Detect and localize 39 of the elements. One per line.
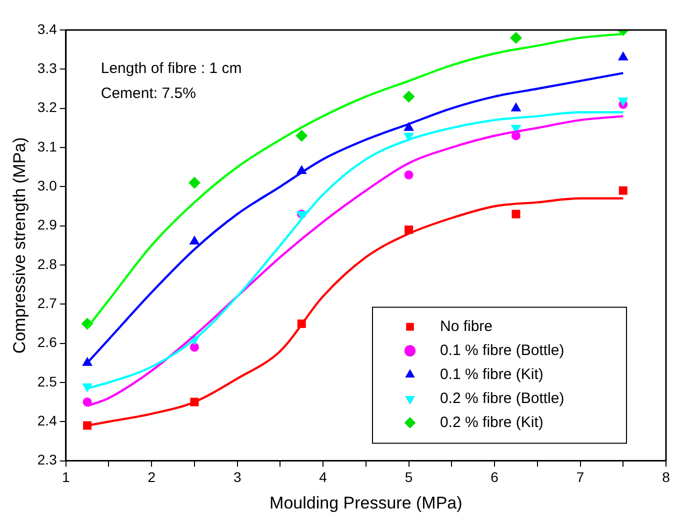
legend-label: 0.1 % fibre (Kit) [440, 366, 544, 383]
x-axis-title: Moulding Pressure (MPa) [270, 493, 462, 512]
point [404, 132, 414, 142]
point [190, 342, 199, 352]
point [404, 170, 414, 180]
annotation: Length of fibre : 1 cm [100, 60, 242, 77]
x-tick-label: 7 [576, 469, 584, 486]
y-tick-label: 3.3 [37, 60, 58, 76]
y-tick-label: 3.0 [37, 178, 58, 194]
point [402, 90, 415, 103]
y-tick-label: 2.8 [37, 256, 58, 272]
y-tick-label: 2.3 [37, 452, 58, 468]
y-tick-label: 2.9 [37, 216, 58, 233]
y-axis-title: Compressive strength (MPa) [10, 137, 29, 354]
y-tick-label: 3.1 [37, 138, 58, 154]
point [296, 130, 308, 142]
y-tick-label: 2.6 [37, 334, 58, 350]
point [618, 186, 628, 195]
point [512, 210, 520, 218]
legend-label: 0.2 % fibre (Bottle) [440, 390, 564, 407]
x-tick-label: 8 [662, 469, 670, 486]
y-tick-label: 3.2 [37, 99, 58, 116]
y-tick-label: 2.7 [37, 295, 58, 312]
legend-label: 0.1 % fibre (Bottle) [440, 342, 564, 359]
legend-label: No fibre [440, 318, 493, 335]
point [510, 32, 522, 44]
point [618, 97, 628, 106]
y-tick-label: 2.5 [37, 373, 58, 390]
legend-label: 0.2 % fibre (Kit) [440, 414, 544, 431]
x-tick-label: 1 [62, 469, 70, 486]
x-tick-label: 4 [319, 469, 328, 486]
point [188, 176, 200, 189]
y-tick-label: 3.4 [37, 20, 58, 37]
x-tick-label: 6 [490, 469, 499, 486]
x-tick-label: 2 [148, 469, 156, 486]
x-tick-label: 3 [233, 469, 242, 486]
x-tick-label: 5 [404, 469, 413, 486]
annotation: Cement: 7.5% [100, 85, 196, 102]
y-tick-label: 2.4 [37, 412, 58, 428]
